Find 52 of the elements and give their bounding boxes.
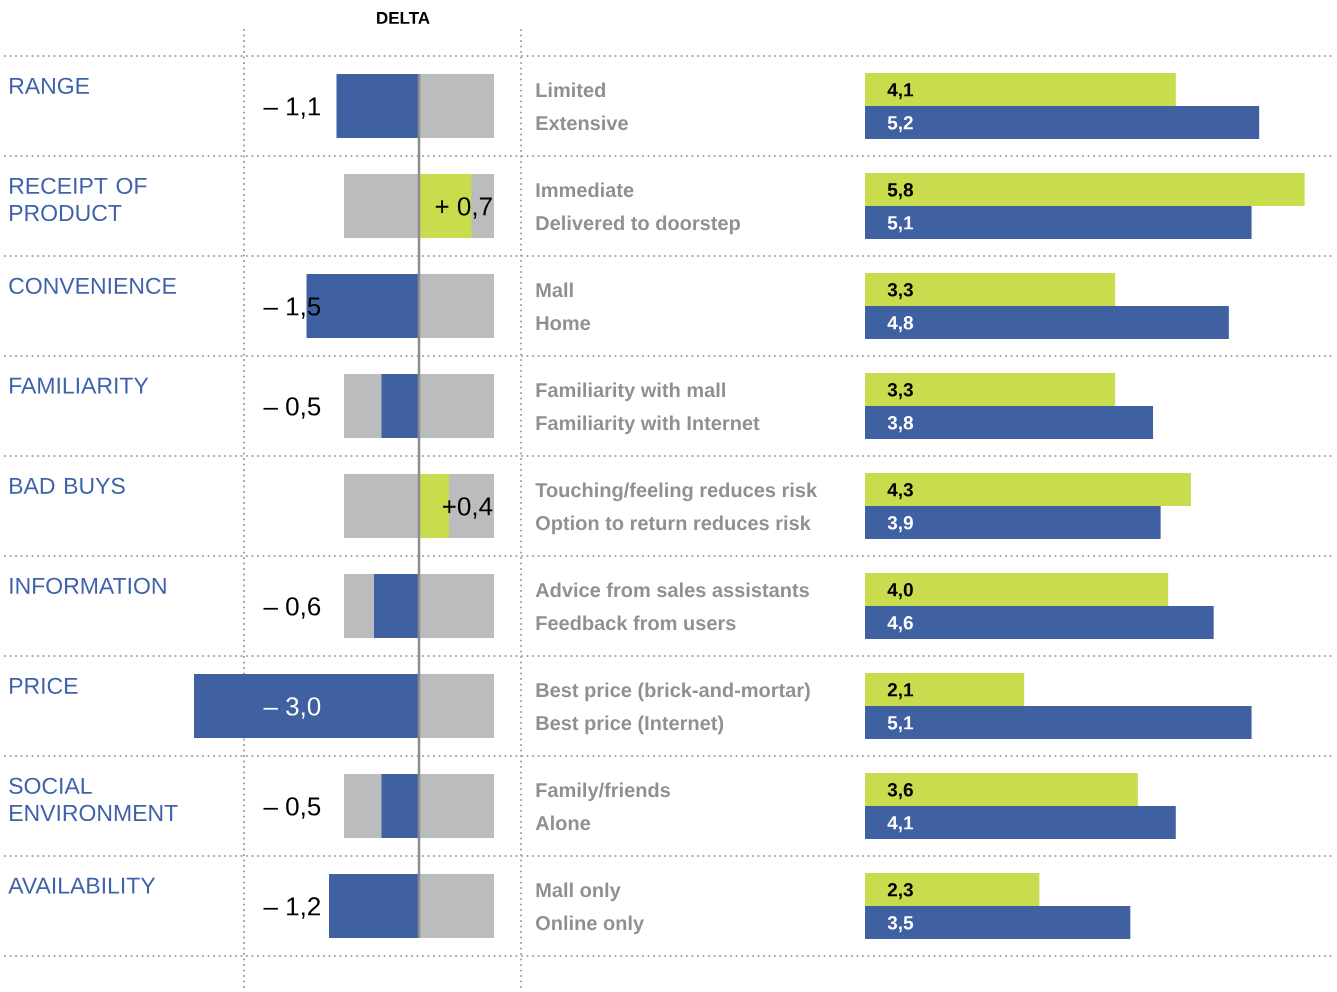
data-label: – 0,5 [263,797,321,819]
data-label: 5,1 [887,716,914,733]
data-label: 4,1 [887,83,914,100]
data-label: 3,9 [887,516,913,533]
data-label: 3,3 [887,383,913,400]
y-tick-label: Mall [536,282,573,298]
data-label: 4,3 [887,483,913,500]
data-label: 3,3 [887,283,913,300]
data-label: 5,8 [887,183,914,200]
data-label: 3,5 [887,916,914,933]
data-label: – 0,6 [263,597,321,619]
y-tick-label: Extensive [536,115,628,131]
y-tick-label: PRICE [10,677,78,694]
data-label: 4,0 [887,583,913,600]
y-tick-label: Alone [535,815,591,831]
y-tick-label: INFORMATION [10,577,166,594]
y-tick-label: Home [536,316,591,331]
y-tick-label: RECEIPT OF PRODUCT [10,177,147,222]
y-tick-label: Delivered to doorstep [536,215,740,235]
y-tick-label: RANGE [10,77,89,94]
y-tick-label: Touching/feeling reduces risk [535,482,818,502]
data-label: 5,2 [887,116,913,133]
y-tick-label: Familiarity with mall [536,382,725,402]
data-label: 2,1 [887,683,914,700]
data-label: – 1,1 [263,97,321,119]
y-tick-label: Limited [536,82,606,98]
data-label: – 0,5 [263,397,321,419]
y-tick-label: Best price (Internet) [536,715,724,735]
y-tick-label: CONVENIENCE [9,277,176,294]
y-tick-label: Advice from sales assistants [535,582,809,598]
chart-title: DELTA [377,12,430,24]
y-tick-label: Family/friends [536,782,670,802]
y-tick-label: Mall only [536,882,621,902]
y-tick-label: BAD BUYS [10,477,125,494]
data-label: – 1,2 [263,897,320,919]
data-label: 3,8 [887,416,914,433]
y-tick-label: Familiarity with Internet [536,415,760,435]
y-tick-label: Online only [536,915,644,935]
y-tick-label: Feedback from users [536,615,736,631]
data-label: – 3,0 [263,697,321,719]
y-tick-label: Immediate [536,182,634,198]
y-tick-label: Best price (brick-and-mortar) [536,682,810,702]
data-label: 4,1 [887,816,914,833]
data-label: 2,3 [887,883,913,900]
data-label: 5,1 [887,216,914,233]
y-tick-label: FAMILIARITY [10,377,149,394]
data-label: 3,6 [887,783,913,800]
y-tick-label: Option to return reduces risk [536,515,811,535]
y-tick-label: SOCIAL ENVIRONMENT [9,777,178,822]
data-label: 4,8 [887,316,914,333]
data-label: 4,6 [887,616,913,633]
y-tick-label: AVAILABILITY [8,877,156,894]
